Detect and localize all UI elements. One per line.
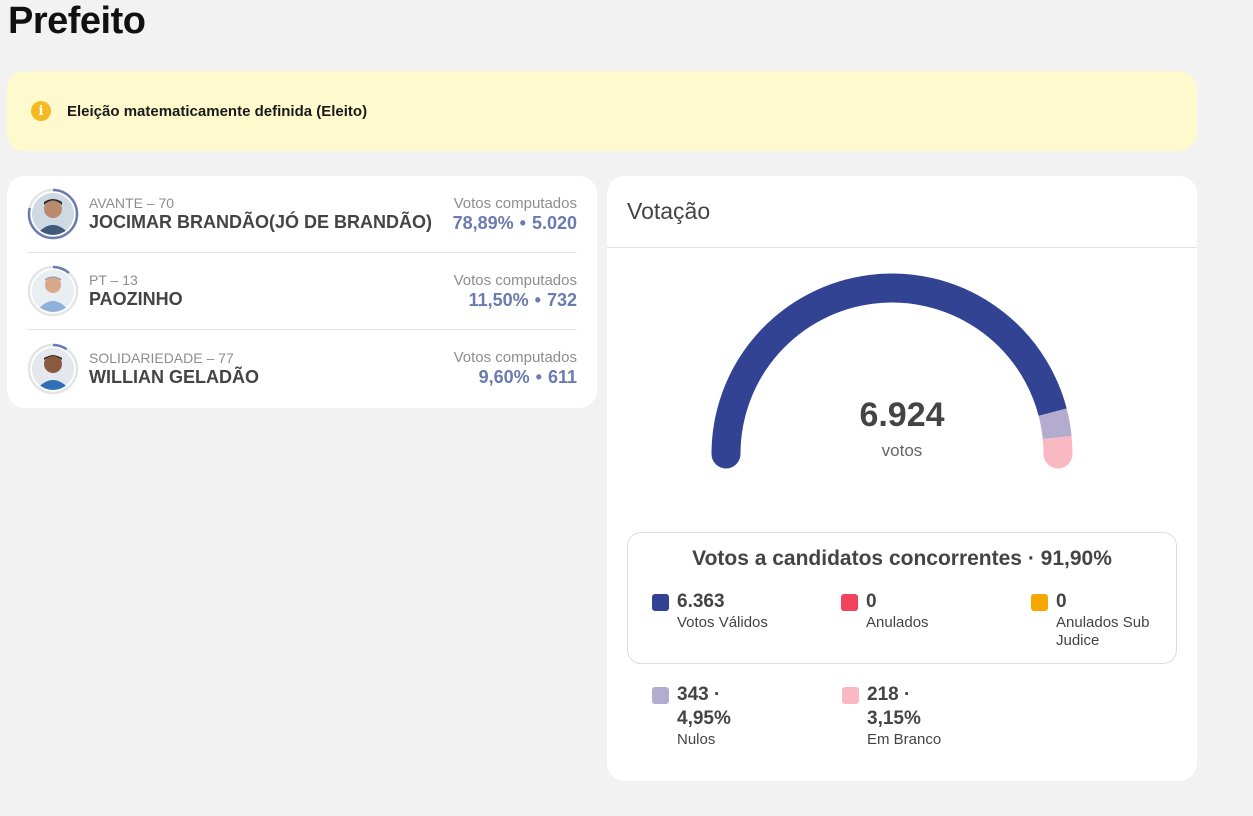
gauge-segment-validos bbox=[711, 273, 1067, 455]
votacao-card: Votação 6.924 votos Votos a candidatos c… bbox=[607, 176, 1197, 781]
votes-label: Votos computados bbox=[453, 271, 577, 289]
total-votes-unit: votos bbox=[881, 441, 923, 460]
vote-count: 732 bbox=[546, 289, 577, 310]
legend-value: 0 bbox=[1056, 591, 1067, 612]
progress-ring bbox=[27, 343, 79, 394]
candidate-row[interactable]: PT – 13 PAOZINHO Votos computados 11,50%… bbox=[27, 253, 577, 330]
legend-label: Anulados bbox=[866, 614, 929, 631]
ring-progress bbox=[27, 265, 79, 317]
candidate-photo bbox=[32, 270, 74, 312]
candidates-list: AVANTE – 70 JOCIMAR BRANDÃO(JÓ DE BRANDÃ… bbox=[7, 176, 597, 408]
avatar bbox=[27, 343, 79, 395]
vote-percent: 78,89% bbox=[452, 212, 514, 233]
alert-text: Eleição matematicamente definida (Eleito… bbox=[67, 102, 368, 120]
election-status-alert: i Eleição matematicamente definida (Elei… bbox=[7, 71, 1197, 151]
legend-anulados-sub-judice: 0 Anulados Sub Judice bbox=[1031, 590, 1161, 650]
progress-ring bbox=[27, 188, 79, 240]
ring-progress bbox=[27, 343, 79, 394]
ring-progress bbox=[27, 188, 79, 240]
gauge-segment-nulos bbox=[1038, 408, 1072, 440]
legend-value: 343 · 4,95% bbox=[677, 684, 731, 729]
info-icon: i bbox=[31, 101, 51, 121]
avatar bbox=[27, 188, 79, 240]
separator-dot: • bbox=[534, 289, 541, 310]
legend-value: 218 · 3,15% bbox=[867, 684, 921, 729]
candidate-name: WILLIAN GELADÃO bbox=[89, 366, 259, 387]
legend-swatch bbox=[841, 594, 858, 611]
legend-votos-validos: 6.363 Votos Válidos bbox=[652, 590, 768, 632]
legend-nulos: 343 · 4,95% Nulos bbox=[652, 683, 762, 749]
candidate-row[interactable]: AVANTE – 70 JOCIMAR BRANDÃO(JÓ DE BRANDÃ… bbox=[27, 176, 577, 253]
candidate-party: AVANTE – 70 bbox=[89, 195, 175, 211]
separator-dot: • bbox=[535, 367, 542, 387]
candidate-name: PAOZINHO bbox=[89, 289, 183, 309]
page-title: Prefeito bbox=[8, 0, 146, 42]
legend-swatch bbox=[652, 594, 669, 611]
legend-anulados: 0 Anulados bbox=[841, 590, 929, 632]
votacao-title: Votação bbox=[607, 176, 1197, 248]
legend-label: Nulos bbox=[677, 731, 716, 748]
candidate-party: SOLIDARIEDADE – 77 bbox=[89, 349, 234, 366]
progress-ring bbox=[27, 265, 79, 317]
concurrent-title: Votos a candidatos concorrentes · 91,90% bbox=[692, 547, 1112, 570]
legend-label: Votos Válidos bbox=[677, 614, 768, 631]
candidate-photo bbox=[32, 347, 74, 390]
legend-swatch bbox=[652, 687, 669, 704]
legend-swatch bbox=[842, 687, 859, 704]
gauge-start-cap bbox=[711, 439, 741, 469]
vote-percent: 9,60% bbox=[478, 367, 530, 387]
legend-swatch bbox=[1031, 594, 1048, 611]
votes-label: Votos computados bbox=[453, 194, 577, 212]
candidate-photo bbox=[32, 193, 74, 235]
legend-em-branco: 218 · 3,15% Em Branco bbox=[842, 683, 952, 749]
legend-value: 6.363 bbox=[677, 591, 725, 612]
concurrent-votes-box: Votos a candidatos concorrentes · 91,90%… bbox=[627, 532, 1177, 664]
legend-value: 0 bbox=[866, 591, 877, 612]
candidate-row[interactable]: SOLIDARIEDADE – 77 WILLIAN GELADÃO Votos… bbox=[27, 330, 577, 407]
vote-count: 5.020 bbox=[531, 212, 577, 233]
votes-label: Votos computados bbox=[453, 349, 577, 366]
avatar bbox=[27, 265, 79, 317]
legend-label: Anulados Sub Judice bbox=[1056, 614, 1150, 649]
candidate-name: JOCIMAR BRANDÃO(JÓ DE BRANDÃO) bbox=[89, 212, 433, 232]
vote-gauge bbox=[711, 273, 1073, 469]
total-votes: 6.924 bbox=[859, 396, 945, 434]
vote-count: 611 bbox=[547, 367, 577, 387]
separator-dot: • bbox=[519, 212, 526, 233]
vote-percent: 11,50% bbox=[468, 289, 529, 310]
candidate-party: PT – 13 bbox=[89, 272, 138, 288]
gauge-end-cap bbox=[1043, 439, 1073, 469]
legend-label: Em Branco bbox=[867, 731, 942, 748]
